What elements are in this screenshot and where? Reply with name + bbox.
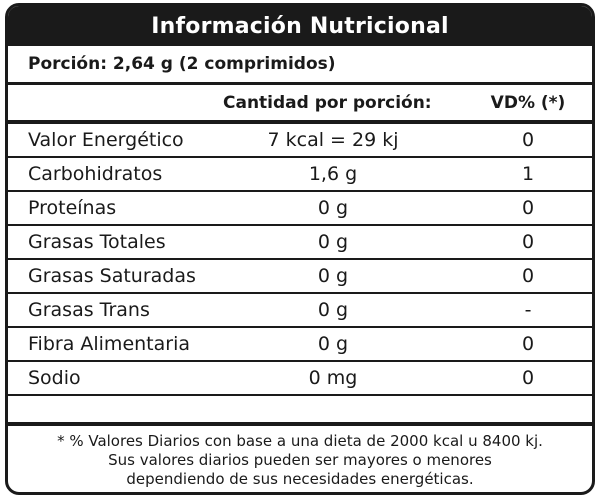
nutrient-quantity: 0 g <box>317 299 349 321</box>
footnote-line-1: * % Valores Diarios con base a una dieta… <box>57 432 543 450</box>
nutrient-vd: 0 <box>521 129 535 151</box>
footnote-line-2: Sus valores diarios pueden ser mayores o… <box>108 451 492 469</box>
nutrient-quantity: 0 mg <box>308 367 358 389</box>
header-top-rule <box>8 82 592 85</box>
nutrient-vd: 0 <box>521 265 535 287</box>
vd-column-header: VD% (*) <box>490 93 566 113</box>
column-header-row: Cantidad por porción: VD% (*) <box>8 86 592 120</box>
nutrient-row-energy: Valor Energético 7 kcal = 29 kj 0 <box>8 124 592 158</box>
nutrient-vd: - <box>524 299 532 321</box>
nutrient-row-trans-fat: Grasas Trans 0 g - <box>8 294 592 328</box>
nutrient-row-sodium: Sodio 0 mg 0 <box>8 362 592 396</box>
nutrient-row-total-fat: Grasas Totales 0 g 0 <box>8 226 592 260</box>
footnote-line-3: dependiendo de sus necesidades energétic… <box>126 470 474 488</box>
nutrient-name: Carbohidratos <box>28 163 163 185</box>
footnote-top-rule <box>8 422 592 426</box>
label-title: Información Nutricional <box>8 6 592 46</box>
nutrient-vd: 0 <box>521 197 535 219</box>
nutrient-name: Grasas Trans <box>28 299 150 321</box>
nutrient-row-saturated-fat: Grasas Saturadas 0 g 0 <box>8 260 592 294</box>
nutrient-name: Grasas Saturadas <box>28 265 196 287</box>
nutrient-quantity: 0 g <box>317 231 349 253</box>
nutrient-vd: 0 <box>521 367 535 389</box>
nutrient-vd: 0 <box>521 231 535 253</box>
nutrient-quantity: 1,6 g <box>308 163 358 185</box>
nutrient-quantity: 0 g <box>317 265 349 287</box>
nutrient-name: Proteínas <box>28 197 117 219</box>
quantity-column-header: Cantidad por porción: <box>223 93 432 113</box>
footnote: * % Valores Diarios con base a una dieta… <box>8 432 592 489</box>
nutrient-name: Grasas Totales <box>28 231 166 253</box>
nutrient-quantity: 7 kcal = 29 kj <box>267 129 399 151</box>
portion-size: Porción: 2,64 g (2 comprimidos) <box>28 54 336 74</box>
nutrient-vd: 1 <box>521 163 535 185</box>
nutrient-quantity: 0 g <box>317 197 349 219</box>
nutrient-row-fiber: Fibra Alimentaria 0 g 0 <box>8 328 592 362</box>
nutrient-name: Sodio <box>28 367 81 389</box>
nutrient-quantity: 0 g <box>317 333 349 355</box>
nutrient-table: Valor Energético 7 kcal = 29 kj 0 Carboh… <box>8 124 592 430</box>
nutrient-name: Fibra Alimentaria <box>28 333 191 355</box>
nutrient-row-proteins: Proteínas 0 g 0 <box>8 192 592 226</box>
header-bottom-rule <box>8 120 592 124</box>
nutrition-facts-label: Información Nutricional Porción: 2,64 g … <box>5 3 595 495</box>
nutrient-row-carbohydrates: Carbohidratos 1,6 g 1 <box>8 158 592 192</box>
nutrient-vd: 0 <box>521 333 535 355</box>
nutrient-name: Valor Energético <box>28 129 184 151</box>
